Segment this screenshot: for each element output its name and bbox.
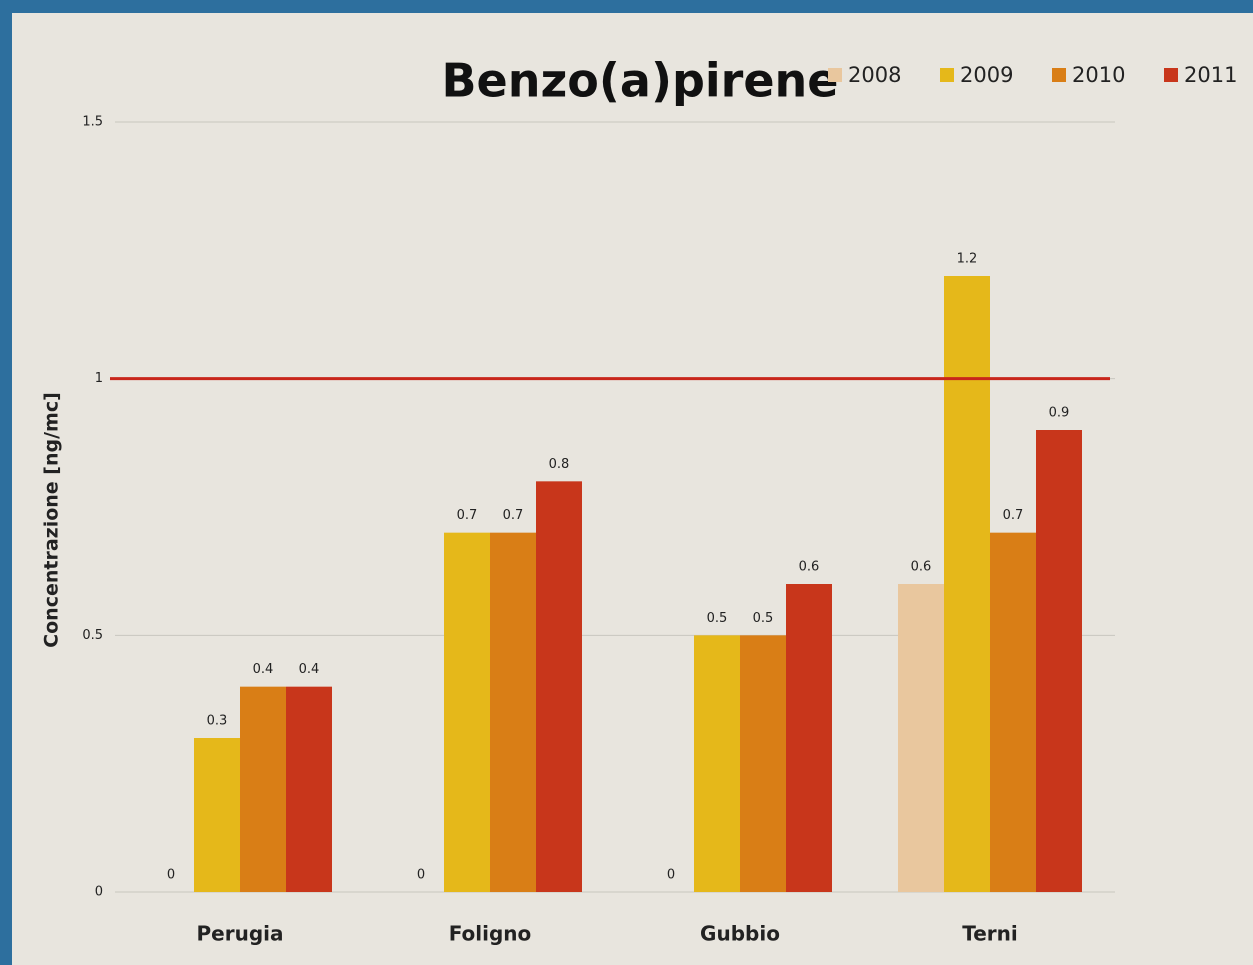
bar (1036, 430, 1082, 892)
y-tick-label: 1 (95, 371, 103, 386)
legend-swatch (828, 68, 842, 82)
data-label: 0 (167, 868, 175, 883)
legend-swatch (1052, 68, 1066, 82)
data-label: 0.4 (253, 662, 274, 677)
bar (240, 686, 286, 892)
bar (898, 584, 944, 892)
data-label: 0.6 (799, 560, 820, 575)
data-label: 1.2 (957, 252, 978, 267)
data-label: 0.7 (503, 508, 524, 523)
y-tick-label: 0.5 (82, 628, 103, 643)
data-label: 0.5 (707, 611, 728, 626)
bar (444, 532, 490, 892)
x-tick-label: Gubbio (700, 922, 780, 946)
data-label: 0.9 (1049, 406, 1070, 421)
y-tick-label: 1.5 (82, 115, 103, 130)
data-label: 0.8 (549, 457, 570, 472)
legend-label: 2010 (1072, 63, 1125, 87)
y-axis-label: Concentrazione [ng/mc] (41, 392, 63, 648)
bar (286, 686, 332, 892)
bar (536, 481, 582, 892)
bar (490, 532, 536, 892)
chart-title: Benzo(a)pirene (442, 54, 839, 108)
bar (740, 635, 786, 892)
legend-label: 2009 (960, 63, 1013, 87)
data-label: 0.4 (299, 662, 320, 677)
data-label: 0.3 (207, 714, 228, 729)
bar (944, 276, 990, 892)
x-tick-label: Terni (962, 922, 1018, 946)
data-label: 0.7 (457, 508, 478, 523)
legend-swatch (940, 68, 954, 82)
bar (786, 584, 832, 892)
data-label: 0.5 (753, 611, 774, 626)
legend-label: 2008 (848, 63, 901, 87)
x-tick-label: Perugia (197, 922, 284, 946)
data-label: 0 (667, 868, 675, 883)
bar (194, 738, 240, 892)
legend-swatch (1164, 68, 1178, 82)
data-label: 0.7 (1003, 508, 1024, 523)
legend-label: 2011 (1184, 63, 1237, 87)
bar (990, 532, 1036, 892)
bar (694, 635, 740, 892)
data-label: 0 (417, 868, 425, 883)
y-tick-label: 0 (95, 885, 103, 900)
data-label: 0.6 (911, 560, 932, 575)
x-tick-label: Foligno (449, 922, 532, 946)
